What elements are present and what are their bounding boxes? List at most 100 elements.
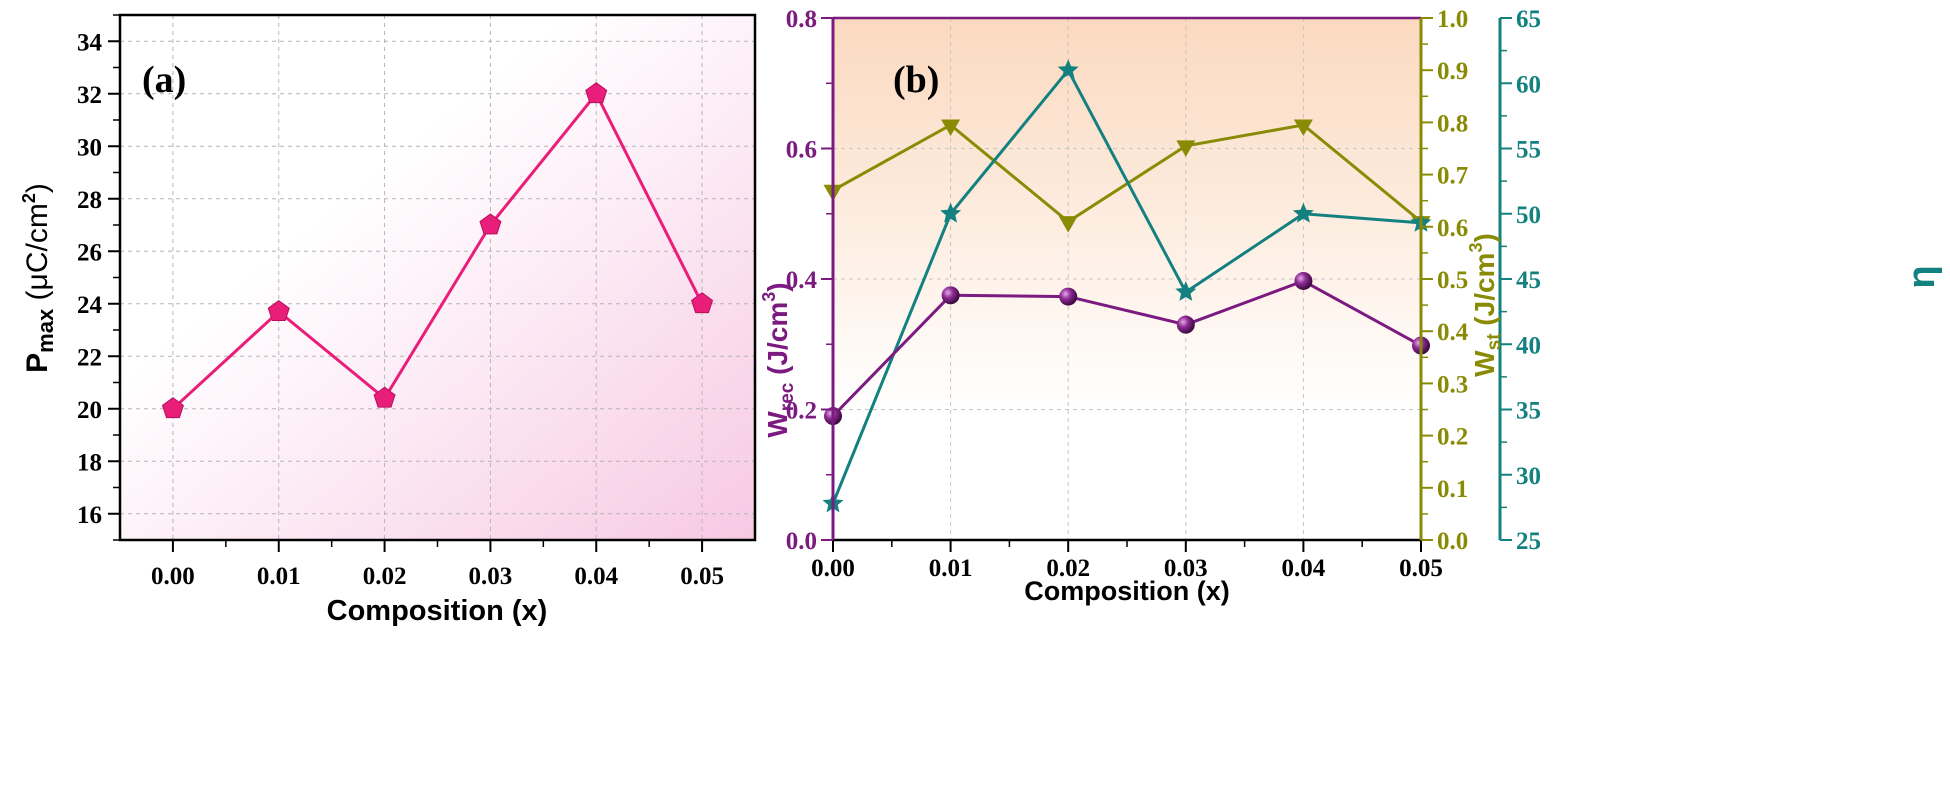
chart-b-left-title-unit: (J/cm	[762, 302, 793, 383]
chart-a-plot-background	[120, 15, 755, 540]
chart-b-right2-ticks: 25 30 35 40 45 50 55 60 65	[1500, 6, 1541, 555]
chart-b-series	[831, 67, 1422, 505]
chart-b-right1-tick-label: 1.0	[1437, 6, 1468, 33]
chart-b-right2-tick-label: 40	[1516, 332, 1541, 359]
chart-b-data-point-right2	[1175, 281, 1197, 301]
chart-b-right1-tick-label: 0.9	[1437, 58, 1468, 85]
chart-a-y-title-unit: (μC/cm	[21, 203, 54, 309]
chart-a-y-tick-label: 24	[77, 292, 103, 319]
chart-b-right1-title-unit: (J/cm	[1469, 253, 1500, 334]
chart-b-data-point-left	[1294, 271, 1313, 290]
chart-a-y-tick-label: 30	[77, 134, 102, 161]
chart-a-data-point	[267, 299, 290, 321]
chart-a-y-tick-label: 34	[77, 29, 103, 56]
chart-b-right1-title-main: W	[1469, 350, 1500, 377]
chart-a-y-title-close: )	[21, 183, 54, 193]
chart-a: 0.00 0.01 0.02 0.03 0.04 0.05 16 18 20 22 24 26 28 3…	[19, 13, 757, 627]
chart-b-data-point-left	[1176, 315, 1195, 334]
chart-a-x-axis-title: Composition (x)	[327, 595, 548, 627]
chart-b-series-line-left	[831, 279, 1422, 418]
chart-a-y-tick-label: 18	[77, 449, 102, 476]
chart-b-right1-ticks: 0.0 0.1 0.2 0.3 0.4 0.5 0.6 0.7 0.8 0.9 1.0	[1421, 6, 1469, 555]
chart-b-right1-tick-label: 0.3	[1437, 371, 1468, 398]
chart-b-right2-tick-label: 55	[1516, 137, 1541, 164]
chart-a-y-tick-label: 26	[77, 239, 102, 266]
chart-b-right1-title-close: )	[1469, 233, 1500, 242]
chart-a-y-tick-label: 16	[77, 502, 102, 529]
chart-b-data-point-left	[1059, 287, 1078, 306]
chart-b-right2-tick-label: 35	[1516, 398, 1541, 425]
chart-b-right2-tick-label: 30	[1516, 463, 1541, 490]
chart-a-y-axis-title: Pmax (μC/cm2)	[19, 183, 58, 373]
chart-b-right1-tick-label: 0.5	[1437, 267, 1468, 294]
chart-a-x-tick-label: 0.02	[363, 563, 407, 590]
chart-b-left-axis-title: Wrec (J/cm3)	[759, 282, 798, 437]
chart-a-x-ticks: 0.00 0.01 0.02 0.03 0.04 0.05	[151, 540, 724, 590]
chart-b-left-title-main: W	[762, 411, 793, 438]
chart-b-right1-axis-title: Wst (J/cm3)	[1466, 233, 1505, 377]
chart-b-left-tick-label: 0.8	[786, 6, 817, 33]
chart-b-data-point-right1	[941, 119, 961, 136]
chart-b-right2-tick-label: 50	[1516, 202, 1541, 229]
chart-b-x-tick-label: 0.01	[929, 555, 973, 582]
chart-a-series-line	[171, 91, 704, 410]
chart-b-right1-title-sup: 3	[1466, 243, 1486, 253]
chart-b-left-tick-label: 0.4	[786, 267, 818, 294]
chart-b-right1-tick-label: 0.0	[1437, 528, 1468, 555]
chart-a-y-tick-label: 22	[77, 344, 102, 371]
chart-a-data-point	[691, 292, 714, 314]
chart-a-y-title-sub: max	[33, 308, 58, 353]
chart-a-x-tick-label: 0.00	[151, 563, 195, 590]
chart-a-x-tick-label: 0.01	[257, 563, 301, 590]
chart-b-data-point-right1	[1293, 119, 1313, 136]
chart-a-x-tick-label: 0.04	[574, 563, 618, 590]
chart-b-right1-title-sub: st	[1484, 333, 1505, 351]
chart-b-right2-axis-title: η	[1901, 265, 1943, 288]
chart-b-panel-label: (b)	[893, 59, 939, 101]
chart-b-data-point-right2	[1057, 59, 1079, 80]
chart-a-data-point	[373, 386, 396, 408]
chart-b-x-tick-label: 0.03	[1164, 555, 1208, 582]
chart-b-right2-tick-label: 25	[1516, 528, 1541, 555]
chart-a-data-point	[479, 213, 502, 235]
chart-b-x-ticks: 0.00 0.01 0.02 0.03 0.04 0.05	[811, 540, 1443, 582]
chart-a-y-ticks: 16 18 20 22 24 26 28 30 32 34	[77, 14, 120, 541]
chart-b-left-tick-label: 0.0	[786, 528, 817, 555]
chart-a-grid	[120, 15, 755, 540]
chart-b-x-tick-label: 0.05	[1399, 555, 1443, 582]
chart-b-data-point-right2	[1292, 202, 1314, 223]
chart-a-y-tick-label: 20	[77, 397, 102, 424]
chart-b-right2-tick-label: 65	[1516, 6, 1541, 33]
chart-b-right1-tick-label: 0.7	[1437, 163, 1468, 190]
chart-a-series	[171, 91, 704, 410]
chart-b-left-tick-label: 0.2	[786, 398, 817, 425]
chart-b: 0.00 0.01 0.02 0.03 0.04 0.05 0.00.20.40.60.8…	[759, 6, 1943, 606]
chart-b-left-tick-label: 0.6	[786, 137, 817, 164]
chart-b-right1-tick-label: 0.8	[1437, 110, 1468, 137]
chart-b-data-point-right2	[940, 202, 962, 223]
chart-b-x-axis-title: Composition (x)	[1024, 576, 1229, 606]
chart-a-data-point	[161, 397, 184, 419]
chart-b-right1-tick-label: 0.2	[1437, 424, 1468, 451]
chart-b-left-title-close: )	[762, 282, 793, 291]
chart-b-data-point-left	[941, 286, 960, 305]
chart-a-x-tick-label: 0.05	[680, 563, 724, 590]
chart-b-left-title-sub: rec	[777, 382, 798, 411]
chart-b-x-tick-label: 0.02	[1046, 555, 1090, 582]
chart-a-x-tick-label: 0.03	[469, 563, 513, 590]
chart-b-x-tick-label: 0.04	[1282, 555, 1326, 582]
chart-b-left-ticks: 0.0 0.2 0.4 0.6 0.8	[786, 6, 833, 555]
chart-b-data-point-right1	[1176, 140, 1196, 157]
chart-b-right1-tick-label: 0.1	[1437, 476, 1468, 503]
chart-b-series-line-right2	[831, 67, 1422, 505]
chart-a-data-point	[585, 82, 608, 104]
chart-b-right1-tick-label: 0.6	[1437, 215, 1468, 242]
chart-a-panel-label: (a)	[142, 59, 186, 101]
chart-a-y-title-sup: 2	[19, 193, 39, 203]
chart-a-y-tick-label: 28	[77, 187, 102, 214]
chart-a-markers	[161, 82, 714, 419]
chart-a-y-tick-label: 32	[77, 82, 102, 109]
chart-b-data-point-right1	[1058, 216, 1078, 233]
chart-b-x-tick-label: 0.00	[811, 555, 855, 582]
